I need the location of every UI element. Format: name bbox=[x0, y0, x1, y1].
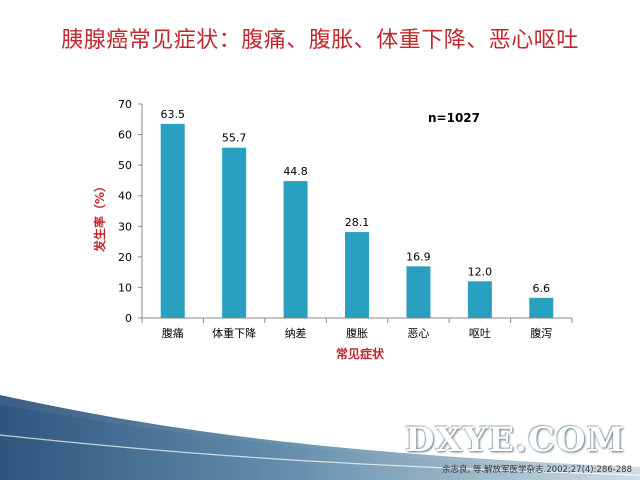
bar bbox=[529, 297, 554, 318]
bar bbox=[345, 232, 369, 318]
x-tick-label: 恶心 bbox=[407, 327, 429, 340]
value-labels: 63.5 55.7 44.8 28.1 16.9 12.0 6.6 bbox=[160, 108, 550, 295]
bar-value-label: 12.0 bbox=[468, 265, 493, 278]
bar bbox=[283, 181, 308, 318]
y-tick-label: 50 bbox=[118, 159, 132, 172]
y-tick-label: 70 bbox=[118, 98, 132, 111]
y-tick-label: 40 bbox=[118, 190, 132, 203]
bar bbox=[222, 147, 247, 318]
bar-value-label: 6.6 bbox=[533, 282, 551, 295]
bar bbox=[160, 123, 185, 318]
x-tick-label: 腹泻 bbox=[530, 326, 552, 340]
x-tick-label: 体重下降 bbox=[212, 326, 256, 340]
bar-value-label: 16.9 bbox=[406, 250, 431, 263]
x-tick-label: 腹胀 bbox=[346, 326, 368, 340]
x-tick-label: 呕吐 bbox=[469, 327, 491, 340]
sample-size-annotation: n=1027 bbox=[428, 111, 480, 125]
y-axis: 0 10 20 30 40 50 60 70 bbox=[118, 98, 143, 325]
footer-decoration bbox=[0, 395, 640, 480]
bars bbox=[160, 123, 554, 318]
bar-value-label: 28.1 bbox=[345, 216, 370, 229]
bar-chart: 0 10 20 30 40 50 60 70 腹痛 体重下降 纳差 腹胀 恶心 呕吐 腹泻 63.5 55.… bbox=[92, 98, 573, 361]
bar-value-label: 63.5 bbox=[160, 108, 185, 121]
x-tick-label: 腹痛 bbox=[162, 326, 184, 340]
y-tick-label: 10 bbox=[118, 281, 132, 294]
bar-value-label: 55.7 bbox=[222, 132, 247, 145]
y-tick-label: 0 bbox=[125, 312, 132, 325]
y-tick-label: 20 bbox=[118, 251, 132, 264]
bar bbox=[406, 266, 431, 318]
y-axis-title: 发生率（%） bbox=[92, 180, 107, 253]
x-axis-title: 常见症状 bbox=[336, 346, 385, 361]
y-tick-label: 30 bbox=[118, 220, 132, 233]
slide-title: 胰腺癌常见症状：腹痛、腹胀、体重下降、恶心呕吐 bbox=[61, 28, 579, 53]
citation: 余志良, 等.解放军医学杂志.2002;27(4):286-288 bbox=[441, 465, 632, 475]
watermark-logo: DXYE.COM bbox=[405, 420, 626, 460]
bar-value-label: 44.8 bbox=[283, 165, 308, 178]
bar bbox=[467, 281, 492, 318]
y-tick-label: 60 bbox=[118, 129, 132, 142]
x-tick-label: 纳差 bbox=[285, 326, 307, 340]
x-axis: 腹痛 体重下降 纳差 腹胀 恶心 呕吐 腹泻 bbox=[141, 317, 573, 340]
